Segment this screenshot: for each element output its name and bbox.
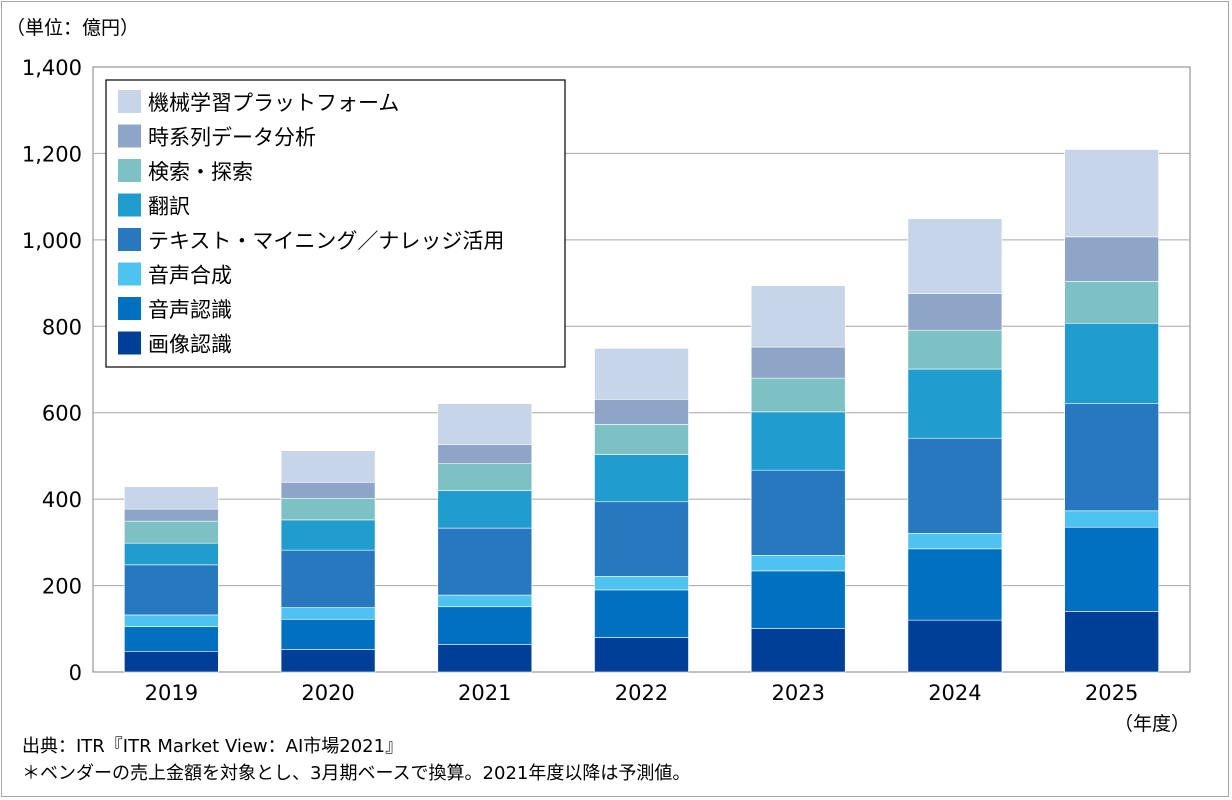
legend-swatch bbox=[118, 331, 141, 355]
bar-segment-2024-6 bbox=[907, 293, 1003, 331]
bar-segment-2021-7 bbox=[437, 403, 533, 445]
legend-swatch bbox=[118, 297, 141, 320]
x-axis-ticks: 2019 2020 2021 2022 2023 2024 2025 bbox=[145, 681, 1139, 705]
bar-segment-2022-3 bbox=[594, 501, 689, 577]
legend-label: 時系列データ分析 bbox=[148, 126, 316, 150]
bar-segment-2021-4 bbox=[437, 490, 533, 529]
legend-label: 画像認識 bbox=[148, 333, 232, 357]
bar-segment-2021-0 bbox=[437, 644, 533, 673]
bar-stacks bbox=[124, 149, 1159, 673]
bar-segment-2019-4 bbox=[124, 542, 219, 566]
bar-segment-2023-1 bbox=[750, 570, 846, 629]
bar-segment-2019-1 bbox=[124, 626, 219, 652]
bar-segment-2025-3 bbox=[1064, 403, 1159, 512]
bar-segment-2022-5 bbox=[594, 424, 689, 455]
y-tick-label: 1,200 bbox=[22, 142, 82, 166]
unit-label: （単位：億円） bbox=[6, 17, 139, 39]
note-text: ＊ベンダーの売上金額を対象とし、3月期ベースで換算。2021年度以降は予測値。 bbox=[22, 763, 690, 784]
legend-label: 機械学習プラットフォーム bbox=[148, 91, 399, 115]
legend-swatch bbox=[118, 124, 141, 148]
bar-segment-2025-7 bbox=[1064, 149, 1159, 238]
legend: 機械学習プラットフォーム時系列データ分析検索・探索翻訳テキスト・マイニング／ナレ… bbox=[105, 79, 566, 368]
bar-segment-2019-7 bbox=[124, 486, 219, 510]
bar-segment-2019-6 bbox=[124, 508, 219, 522]
y-tick-label: 0 bbox=[69, 661, 82, 685]
x-tick-label: 2019 bbox=[145, 681, 198, 705]
bar-segment-2022-0 bbox=[594, 637, 689, 673]
legend-label: 音声合成 bbox=[148, 264, 232, 288]
bar-segment-2019-5 bbox=[124, 520, 219, 544]
y-tick-label: 600 bbox=[42, 402, 82, 426]
legend-label: 音声認識 bbox=[148, 298, 232, 322]
legend-label: 翻訳 bbox=[148, 195, 190, 219]
bar-segment-2025-4 bbox=[1064, 322, 1159, 404]
bar-segment-2021-6 bbox=[437, 444, 533, 465]
x-tick-label: 2020 bbox=[301, 681, 354, 705]
y-tick-label: 200 bbox=[42, 575, 82, 599]
bar-segment-2021-1 bbox=[437, 606, 533, 645]
bar-segment-2024-1 bbox=[907, 548, 1003, 621]
bar-segment-2022-7 bbox=[594, 348, 689, 400]
legend-label: 検索・探索 bbox=[148, 160, 253, 184]
bar-segment-2024-3 bbox=[907, 437, 1003, 534]
bar-segment-2021-5 bbox=[437, 463, 533, 491]
legend-label: テキスト・マイニング／ナレッジ活用 bbox=[148, 229, 504, 253]
x-tick-label: 2024 bbox=[928, 681, 981, 705]
bar-segment-2025-1 bbox=[1064, 526, 1159, 612]
legend-box bbox=[105, 79, 566, 368]
bar-segment-2020-2 bbox=[280, 607, 376, 620]
legend-swatch bbox=[118, 90, 141, 113]
bar-segment-2021-2 bbox=[437, 594, 533, 608]
bar-segment-2024-5 bbox=[907, 329, 1003, 370]
bar-segment-2023-7 bbox=[750, 285, 846, 348]
y-tick-label: 1,000 bbox=[22, 229, 82, 253]
bar-segment-2022-2 bbox=[594, 576, 689, 591]
bar-segment-2022-1 bbox=[594, 589, 689, 638]
bar-segment-2025-2 bbox=[1064, 510, 1159, 528]
bar-segment-2022-4 bbox=[594, 454, 689, 503]
y-tick-label: 800 bbox=[42, 315, 82, 339]
legend-swatch bbox=[118, 159, 141, 182]
bar-segment-2020-3 bbox=[280, 549, 376, 608]
bar-segment-2023-4 bbox=[750, 411, 846, 471]
y-axis-ticks: 0 200 400 600 800 1,000 1,200 1,400 bbox=[22, 56, 82, 685]
bar-segment-2025-5 bbox=[1064, 281, 1159, 324]
bar-segment-2023-6 bbox=[750, 346, 846, 379]
bar-segment-2020-6 bbox=[280, 481, 376, 499]
bar-segment-2019-2 bbox=[124, 614, 219, 627]
x-tick-label: 2022 bbox=[615, 681, 668, 705]
bar-segment-2020-4 bbox=[280, 519, 376, 551]
legend-swatch bbox=[118, 193, 141, 217]
bar-segment-2021-3 bbox=[437, 527, 533, 596]
x-tick-label: 2023 bbox=[771, 681, 824, 705]
bar-segment-2024-2 bbox=[907, 532, 1003, 550]
x-tick-label: 2021 bbox=[458, 681, 511, 705]
bar-segment-2024-7 bbox=[907, 218, 1003, 294]
legend-swatch bbox=[118, 262, 141, 286]
bar-segment-2019-0 bbox=[124, 651, 219, 673]
x-tick-label: 2025 bbox=[1085, 681, 1138, 705]
bar-segment-2023-0 bbox=[750, 628, 846, 673]
bar-segment-2025-6 bbox=[1064, 236, 1159, 282]
y-tick-label: 1,400 bbox=[22, 56, 82, 80]
bar-segment-2023-5 bbox=[750, 377, 846, 413]
bar-segment-2020-0 bbox=[280, 649, 376, 673]
y-tick-label: 400 bbox=[42, 488, 82, 512]
bar-segment-2025-0 bbox=[1064, 611, 1159, 673]
bar-segment-2020-7 bbox=[280, 450, 376, 483]
bar-segment-2024-4 bbox=[907, 368, 1003, 439]
bar-segment-2022-6 bbox=[594, 399, 689, 425]
source-text: 出典：ITR『ITR Market View：AI市場2021』 bbox=[22, 736, 403, 757]
legend-swatch bbox=[118, 228, 141, 251]
bar-segment-2020-1 bbox=[280, 618, 376, 650]
bar-segment-2023-2 bbox=[750, 555, 846, 572]
bar-segment-2024-0 bbox=[907, 619, 1003, 673]
x-unit-label: （年度） bbox=[1114, 713, 1190, 735]
bar-segment-2020-5 bbox=[280, 497, 376, 521]
bar-segment-2019-3 bbox=[124, 564, 219, 616]
bar-segment-2023-3 bbox=[750, 469, 846, 556]
